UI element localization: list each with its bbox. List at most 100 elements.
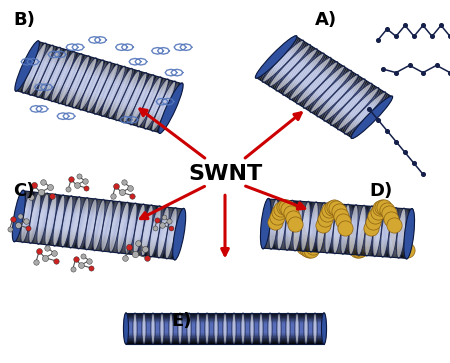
Polygon shape [280, 52, 377, 113]
Polygon shape [263, 69, 360, 130]
Polygon shape [18, 219, 179, 238]
Point [379, 66, 386, 72]
Polygon shape [17, 87, 161, 131]
Polygon shape [126, 331, 324, 332]
Polygon shape [19, 84, 163, 127]
Polygon shape [265, 236, 408, 246]
Polygon shape [284, 48, 381, 109]
Ellipse shape [187, 313, 191, 344]
Ellipse shape [159, 83, 183, 134]
Polygon shape [15, 237, 176, 256]
Point [27, 194, 34, 200]
Polygon shape [28, 62, 173, 105]
Polygon shape [126, 340, 324, 341]
Ellipse shape [173, 208, 186, 260]
Point [14, 222, 22, 228]
Point [321, 216, 328, 222]
Polygon shape [126, 330, 324, 331]
Polygon shape [264, 241, 407, 252]
Polygon shape [17, 226, 177, 245]
Ellipse shape [15, 41, 39, 91]
Polygon shape [287, 45, 384, 106]
Point [273, 214, 280, 220]
Polygon shape [126, 315, 324, 316]
Polygon shape [278, 54, 374, 116]
Polygon shape [264, 237, 408, 249]
Polygon shape [22, 197, 183, 216]
Point [75, 173, 82, 179]
Ellipse shape [72, 58, 97, 108]
Ellipse shape [310, 70, 351, 113]
Ellipse shape [259, 313, 263, 344]
Polygon shape [264, 243, 407, 254]
Point [292, 221, 299, 227]
Point [446, 70, 450, 76]
Polygon shape [20, 207, 181, 226]
Polygon shape [264, 240, 407, 252]
Polygon shape [267, 214, 410, 225]
Polygon shape [17, 89, 161, 132]
Ellipse shape [178, 313, 182, 344]
Polygon shape [32, 55, 176, 98]
Polygon shape [22, 75, 167, 118]
Point [50, 250, 58, 256]
Polygon shape [266, 227, 409, 238]
Ellipse shape [261, 199, 270, 249]
Ellipse shape [116, 70, 140, 121]
Point [72, 256, 79, 262]
Ellipse shape [309, 202, 318, 252]
Polygon shape [126, 322, 324, 323]
Point [22, 218, 30, 224]
Ellipse shape [101, 200, 113, 252]
Polygon shape [264, 242, 407, 253]
Polygon shape [290, 42, 386, 103]
Polygon shape [126, 321, 324, 322]
Point [312, 240, 319, 246]
Polygon shape [20, 82, 164, 125]
Point [419, 23, 427, 28]
Point [362, 237, 369, 243]
Polygon shape [18, 220, 179, 239]
Ellipse shape [351, 96, 393, 139]
Polygon shape [31, 56, 176, 99]
Polygon shape [126, 335, 324, 336]
Ellipse shape [351, 96, 392, 139]
Polygon shape [263, 246, 407, 257]
Polygon shape [257, 76, 354, 137]
Polygon shape [265, 229, 409, 241]
Polygon shape [270, 63, 366, 124]
Point [296, 234, 303, 240]
Polygon shape [126, 332, 324, 333]
Ellipse shape [277, 313, 281, 344]
Point [395, 234, 402, 240]
Point [69, 266, 76, 272]
Point [319, 222, 326, 228]
Polygon shape [20, 208, 180, 227]
Polygon shape [30, 59, 174, 102]
Point [41, 255, 49, 261]
Polygon shape [263, 245, 407, 256]
Ellipse shape [313, 313, 317, 344]
Polygon shape [25, 70, 169, 113]
Point [271, 220, 278, 225]
Point [278, 206, 285, 212]
Polygon shape [267, 215, 410, 226]
Polygon shape [36, 44, 180, 87]
Point [376, 205, 383, 211]
Polygon shape [266, 217, 410, 228]
Ellipse shape [152, 81, 176, 131]
Polygon shape [267, 210, 411, 221]
Point [52, 258, 59, 264]
Point [404, 248, 411, 253]
Point [310, 244, 317, 250]
Ellipse shape [295, 313, 299, 344]
Ellipse shape [125, 203, 137, 254]
Ellipse shape [256, 36, 297, 78]
Ellipse shape [80, 60, 104, 110]
Ellipse shape [333, 204, 342, 254]
Point [365, 232, 372, 237]
Point [387, 216, 395, 221]
Polygon shape [126, 324, 324, 325]
Polygon shape [265, 68, 361, 129]
Ellipse shape [341, 204, 350, 254]
